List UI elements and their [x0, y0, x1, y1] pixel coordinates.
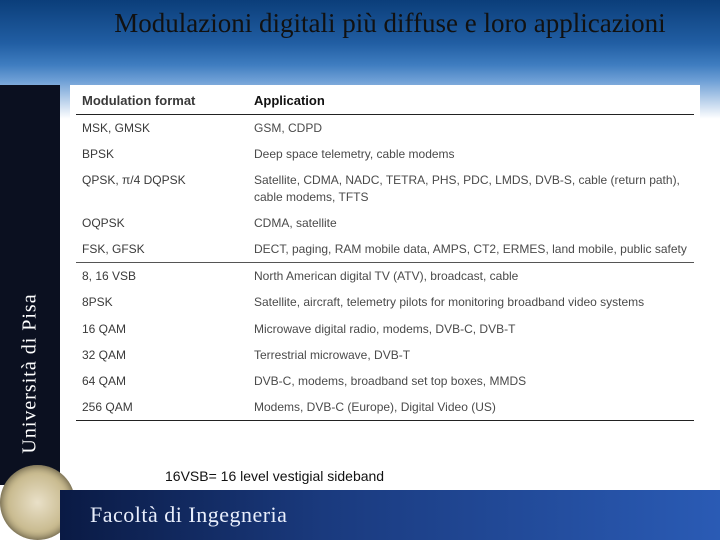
slide-title: Modulazioni digitali più diffuse e loro … [80, 8, 700, 39]
cell-modulation: 8, 16 VSB [76, 263, 248, 289]
table-row: 8, 16 VSBNorth American digital TV (ATV)… [76, 263, 694, 289]
col-header-modulation: Modulation format [76, 89, 248, 115]
cell-modulation: QPSK, π/4 DQPSK [76, 167, 248, 209]
table-row: 256 QAMModems, DVB-C (Europe), Digital V… [76, 394, 694, 421]
table-row: OQPSKCDMA, satellite [76, 210, 694, 236]
cell-application: Satellite, aircraft, telemetry pilots fo… [248, 289, 694, 315]
cell-modulation: 8PSK [76, 289, 248, 315]
table-row: 8PSKSatellite, aircraft, telemetry pilot… [76, 289, 694, 315]
table-row: 64 QAMDVB-C, modems, broadband set top b… [76, 368, 694, 394]
col-header-application: Application [248, 89, 694, 115]
cell-modulation: OQPSK [76, 210, 248, 236]
cell-application: North American digital TV (ATV), broadca… [248, 263, 694, 289]
table-row: 32 QAMTerrestrial microwave, DVB-T [76, 342, 694, 368]
university-label: Università di Pisa [19, 293, 42, 453]
cell-modulation: BPSK [76, 141, 248, 167]
cell-application: CDMA, satellite [248, 210, 694, 236]
modulation-table: Modulation format Application MSK, GMSKG… [76, 89, 694, 421]
table-row: FSK, GFSKDECT, paging, RAM mobile data, … [76, 236, 694, 263]
cell-application: Terrestrial microwave, DVB-T [248, 342, 694, 368]
cell-modulation: 64 QAM [76, 368, 248, 394]
table-body-group2: 8, 16 VSBNorth American digital TV (ATV)… [76, 263, 694, 421]
table-row: 16 QAMMicrowave digital radio, modems, D… [76, 316, 694, 342]
table-row: MSK, GMSKGSM, CDPD [76, 115, 694, 142]
table-row: BPSKDeep space telemetry, cable modems [76, 141, 694, 167]
cell-application: Satellite, CDMA, NADC, TETRA, PHS, PDC, … [248, 167, 694, 209]
faculty-label: Facoltà di Ingegneria [90, 502, 287, 528]
table-header-row: Modulation format Application [76, 89, 694, 115]
cell-application: Deep space telemetry, cable modems [248, 141, 694, 167]
cell-application: DVB-C, modems, broadband set top boxes, … [248, 368, 694, 394]
cell-application: GSM, CDPD [248, 115, 694, 142]
cell-modulation: MSK, GMSK [76, 115, 248, 142]
cell-application: Modems, DVB-C (Europe), Digital Video (U… [248, 394, 694, 421]
table-row: QPSK, π/4 DQPSKSatellite, CDMA, NADC, TE… [76, 167, 694, 209]
content-area: Modulation format Application MSK, GMSKG… [70, 85, 700, 480]
left-band: Università di Pisa [0, 85, 60, 485]
cell-application: Microwave digital radio, modems, DVB-C, … [248, 316, 694, 342]
footnote: 16VSB= 16 level vestigial sideband [165, 468, 384, 484]
cell-modulation: 256 QAM [76, 394, 248, 421]
cell-modulation: 16 QAM [76, 316, 248, 342]
slide-root: Modulazioni digitali più diffuse e loro … [0, 0, 720, 540]
table-body-group1: MSK, GMSKGSM, CDPDBPSKDeep space telemet… [76, 115, 694, 263]
bottom-banner: Facoltà di Ingegneria [60, 490, 720, 540]
cell-modulation: 32 QAM [76, 342, 248, 368]
cell-modulation: FSK, GFSK [76, 236, 248, 263]
cell-application: DECT, paging, RAM mobile data, AMPS, CT2… [248, 236, 694, 263]
